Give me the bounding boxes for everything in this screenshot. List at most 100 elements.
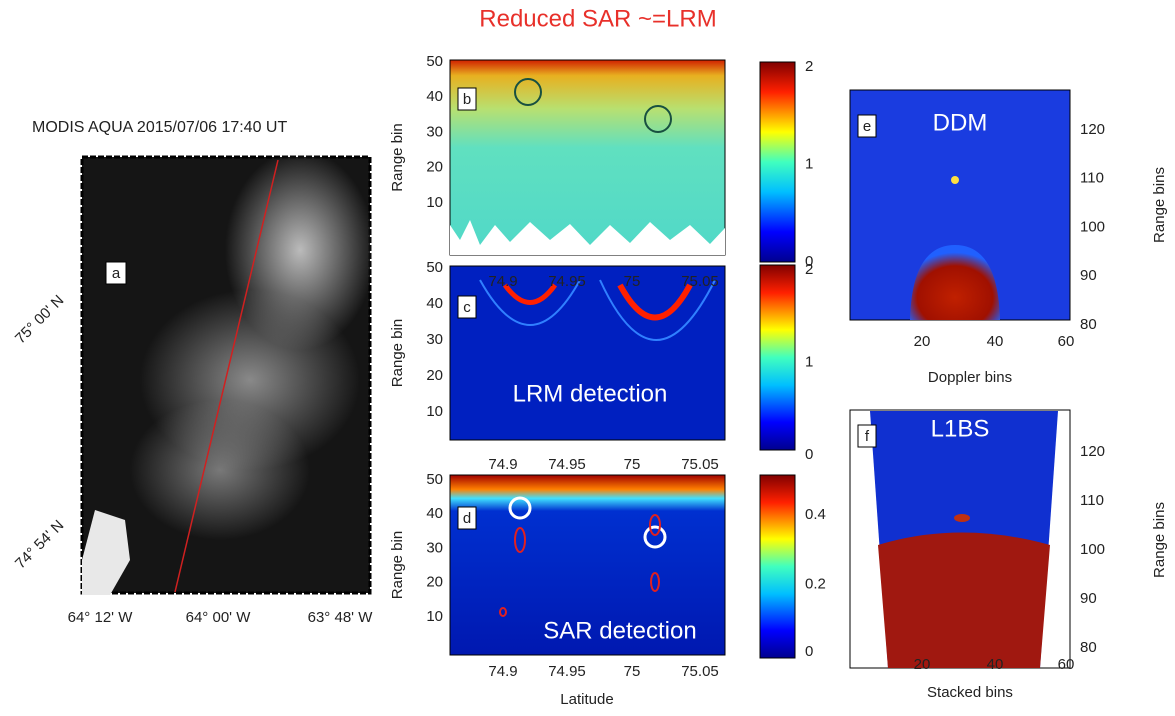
plot-area (449, 265, 726, 441)
lon-label: 63° 48' W (308, 609, 374, 626)
annotation: L1BS (931, 415, 990, 442)
x-tick-label: 74.9 (488, 663, 517, 680)
panel-label: d (463, 510, 471, 527)
panel-label: a (112, 265, 121, 282)
y-tick-label: 30 (426, 331, 443, 348)
track (174, 159, 279, 593)
stack-echo (878, 532, 1050, 668)
x-tick-label: 75 (624, 663, 641, 680)
colorbar-tick-label: 1 (805, 155, 813, 172)
annotation: SAR detection (543, 617, 696, 644)
y-tick-label: 20 (426, 574, 443, 591)
panel-title: MODIS AQUA 2015/07/06 17:40 UT (32, 119, 287, 136)
y-tick-label: 20 (426, 367, 443, 384)
annotation: DDM (933, 109, 988, 136)
y-tick-label: 10 (426, 194, 443, 211)
y-tick-label: 120 (1080, 443, 1105, 460)
label-box (105, 261, 127, 285)
colorbar-tick-label: 0 (805, 643, 813, 660)
y-tick-label: 50 (426, 259, 443, 276)
colorbar-tick-label: 2 (805, 261, 813, 278)
colorbar-tick-label: 2 (805, 58, 813, 75)
y-tick-label: 40 (426, 295, 443, 312)
x-tick-label: 40 (987, 656, 1004, 673)
y-tick-label: 10 (426, 403, 443, 420)
ddm-spot (951, 176, 959, 184)
y-tick-label: 110 (1080, 492, 1104, 509)
y-axis-label: Range bin (389, 531, 406, 599)
y-tick-label: 90 (1080, 267, 1097, 284)
stack-spot (954, 514, 970, 522)
y-tick-label: 50 (426, 471, 443, 488)
ddm-blob (910, 245, 1000, 320)
y-axis-label: Range bin (389, 123, 406, 191)
y-tick-label: 100 (1080, 218, 1105, 235)
colorbar (759, 61, 796, 263)
lon-label: 64° 00' W (186, 609, 252, 626)
land (82, 510, 130, 595)
x-tick-label: 75 (624, 273, 641, 290)
detection (644, 105, 672, 133)
y-tick-label: 40 (426, 88, 443, 105)
panel-label: c (463, 299, 471, 316)
y-tick-label: 100 (1080, 541, 1105, 558)
x-axis-label: Doppler bins (928, 369, 1012, 386)
label-box (457, 506, 477, 530)
y-tick-label: 120 (1080, 121, 1105, 138)
y-tick-label: 80 (1080, 639, 1097, 656)
y-axis-label: Range bins (1151, 502, 1168, 578)
y-axis-label: Range bins (1151, 167, 1168, 243)
x-tick-label: 74.95 (548, 456, 586, 473)
echo (499, 607, 507, 617)
colorbar-tick-label: 0 (805, 253, 813, 270)
echo (649, 514, 661, 536)
y-tick-label: 10 (426, 608, 443, 625)
y-tick-label: 50 (426, 53, 443, 70)
detection (508, 496, 532, 520)
echo (502, 283, 558, 305)
detection (643, 525, 667, 549)
gap (450, 220, 725, 255)
detection (514, 78, 542, 106)
echo (479, 279, 581, 326)
panel-label: e (863, 118, 871, 135)
colorbar-tick-label: 0 (805, 446, 813, 463)
x-tick-label: 20 (914, 656, 931, 673)
x-tick-label: 74.9 (488, 273, 517, 290)
lat-label: 74° 54' N (12, 517, 67, 572)
lon-label: 64° 12' W (68, 609, 134, 626)
x-axis-label: Latitude (560, 691, 613, 708)
echo (617, 283, 693, 321)
x-tick-label: 74.95 (548, 663, 586, 680)
x-tick-label: 74.95 (548, 273, 586, 290)
annotation: LRM detection (513, 380, 668, 407)
y-axis-label: Range bin (389, 319, 406, 387)
y-tick-label: 40 (426, 505, 443, 522)
colorbar-tick-label: 0.4 (805, 506, 826, 523)
x-tick-label: 75.05 (681, 273, 719, 290)
cloud (130, 400, 310, 540)
label-box (457, 295, 477, 319)
panel-label: b (463, 91, 471, 108)
x-tick-label: 40 (987, 333, 1004, 350)
label-box (857, 114, 877, 138)
y-tick-label: 110 (1080, 170, 1104, 187)
colorbar (759, 264, 796, 451)
echo (650, 572, 660, 592)
x-axis-label: Stacked bins (927, 684, 1013, 701)
lat-label: 75° 00' N (12, 292, 67, 347)
plot-area (449, 59, 726, 256)
x-tick-label: 75.05 (681, 456, 719, 473)
label-box (857, 424, 877, 448)
x-tick-label: 75 (624, 456, 641, 473)
colorbar-tick-label: 1 (805, 353, 813, 370)
panel-label: f (865, 428, 870, 445)
x-tick-label: 75.05 (681, 663, 719, 680)
plot-area (449, 474, 726, 656)
x-tick-label: 74.9 (488, 456, 517, 473)
y-tick-label: 20 (426, 159, 443, 176)
x-tick-label: 60 (1058, 333, 1075, 350)
figure-title: Reduced SAR ~=LRM (479, 5, 716, 32)
y-tick-label: 30 (426, 539, 443, 556)
